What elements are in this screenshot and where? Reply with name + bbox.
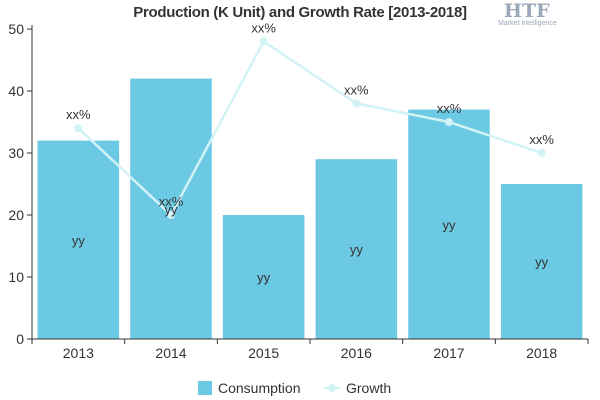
legend-label-growth: Growth [346, 380, 392, 396]
growth-point-2013 [74, 124, 83, 133]
bar-2018 [500, 184, 583, 339]
bar-2017 [408, 109, 490, 339]
y-tick-label: 0 [16, 331, 24, 347]
growth-data-label-2015: xx% [251, 20, 276, 35]
bar-data-label-2017: yy [443, 217, 457, 232]
growth-data-label-2016: xx% [344, 82, 369, 97]
growth-point-2014 [167, 211, 175, 219]
bar-data-label-2016: yy [350, 242, 364, 257]
legend-label-consumption: Consumption [218, 380, 301, 396]
y-tick-label: 20 [8, 207, 24, 223]
x-tick-label-2018: 2018 [526, 345, 557, 361]
x-tick-label-2016: 2016 [341, 345, 372, 361]
bar-data-label-2014: yy [165, 202, 179, 217]
x-tick-label-2015: 2015 [248, 345, 279, 361]
y-tick-label: 40 [8, 83, 24, 99]
growth-data-label-2017: xx% [437, 101, 462, 116]
legend-swatch-line [324, 382, 340, 394]
growth-point-2018 [537, 149, 546, 157]
x-tick-label-2017: 2017 [433, 345, 464, 361]
growth-line [77, 39, 543, 218]
growth-data-label-2014: xx% [159, 194, 184, 209]
y-tick-label: 10 [8, 269, 24, 285]
chart-title: Production (K Unit) and Growth Rate [201… [133, 4, 467, 21]
bar-2015 [222, 215, 305, 339]
bar-2016 [315, 159, 398, 339]
x-tick-label-2013: 2013 [63, 345, 94, 361]
growth-line-layer [74, 37, 546, 219]
x-tick-label-2014: 2014 [155, 345, 186, 361]
bar-data-label-2018: yy [535, 255, 549, 270]
legend-swatch-bar [198, 381, 212, 395]
growth-data-label-2013: xx% [66, 107, 91, 122]
growth-data-label-2018: xx% [529, 132, 554, 147]
bar-data-label-2015: yy [257, 270, 271, 285]
growth-point-2015 [259, 37, 268, 46]
bar-2013 [37, 140, 120, 339]
y-tick-label: 30 [8, 145, 24, 161]
growth-point-2016 [352, 99, 361, 108]
legend: Consumption Growth [0, 378, 600, 398]
logo-mark: HTF [504, 0, 550, 22]
chart-plot: 0 10 20 30 40 50 2013 2014 2015 2016 2017 2018 yy yy… [8, 20, 589, 361]
legend-item-consumption[interactable]: Consumption [198, 378, 301, 398]
bars-layer [37, 78, 583, 339]
htf-logo: HTF Market Intelligence [496, 0, 596, 30]
growth-point-2017 [445, 118, 453, 126]
bar-data-label-2013: yy [72, 233, 86, 248]
bar-2014 [130, 78, 212, 339]
legend-item-growth[interactable]: Growth [324, 378, 391, 398]
axes-layer: 0 10 20 30 40 50 2013 2014 2015 2016 2017 2018 [8, 21, 589, 361]
logo-text: Market Intelligence [498, 20, 557, 27]
y-tick-label: 50 [8, 21, 24, 37]
